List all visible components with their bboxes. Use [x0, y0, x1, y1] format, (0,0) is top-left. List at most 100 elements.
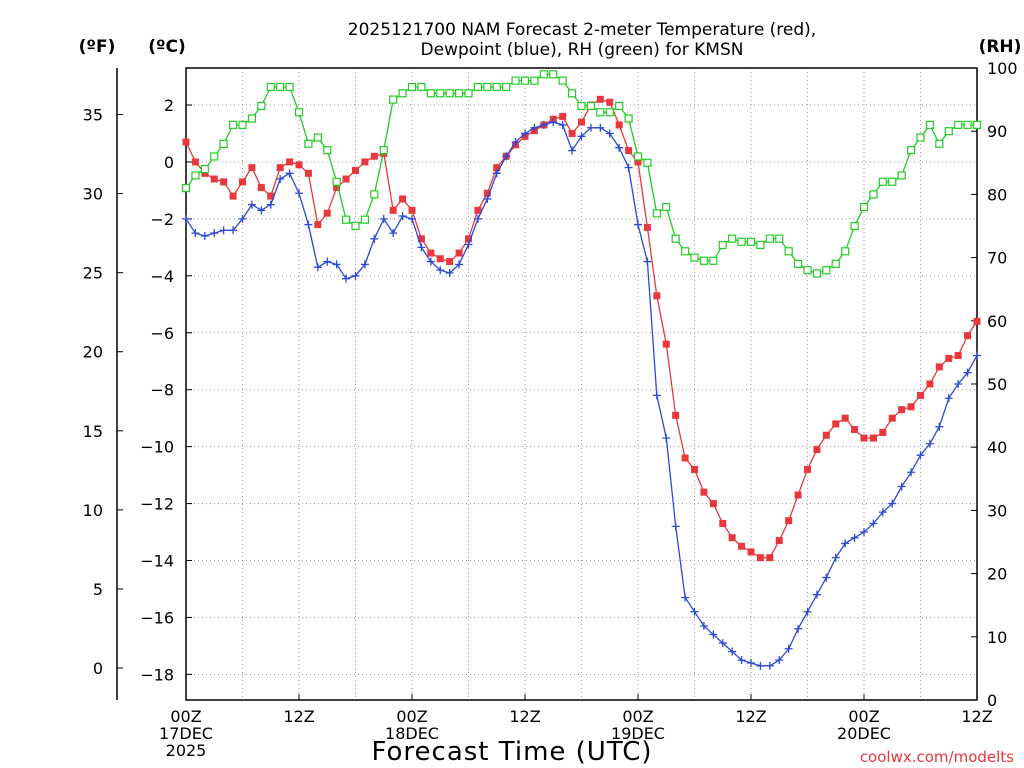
- dewpoint-point: [502, 152, 511, 161]
- rh-point: [869, 190, 878, 199]
- temperature-point: [719, 519, 727, 527]
- temperature-point: [728, 534, 736, 542]
- dewpoint-point: [925, 439, 934, 448]
- dewpoint-point: [822, 573, 831, 582]
- temperature-point: [615, 121, 623, 129]
- x-tick-label: 12Z: [283, 707, 314, 726]
- tick-labels: 20−2−4−6−8−10−12−14−16−18353025201510501…: [83, 59, 1018, 760]
- rh-point: [191, 171, 200, 180]
- rh-point: [332, 177, 341, 186]
- temperature-point: [568, 129, 576, 137]
- dewpoint-point: [539, 120, 548, 129]
- rh-point: [944, 127, 953, 136]
- temperature-point: [662, 340, 670, 348]
- fahrenheit-tick-label: 25: [83, 264, 103, 283]
- celsius-tick-label: −14: [140, 552, 174, 571]
- temperature-point: [210, 175, 218, 183]
- dewpoint-point: [238, 214, 247, 223]
- x-tick-label: 19DEC: [611, 724, 665, 743]
- temperature-point: [804, 465, 811, 473]
- dewpoint-point: [907, 468, 916, 477]
- dewpoint-point: [219, 226, 228, 235]
- temperature-point: [907, 403, 915, 411]
- dewpoint-point: [747, 658, 755, 667]
- temperature-point: [267, 192, 275, 200]
- dewpoint-point: [963, 368, 972, 377]
- rh-tick-label: 90: [987, 122, 1007, 141]
- dewpoint-point: [436, 266, 445, 275]
- temperature-point: [286, 158, 294, 166]
- rh-point: [718, 240, 727, 250]
- dewpoint-point: [681, 593, 690, 602]
- credit-text: coolwx.com/modelts: [860, 748, 1014, 766]
- dewpoint-point: [247, 200, 256, 209]
- dewpoint-point: [973, 351, 981, 360]
- rh-point: [567, 89, 577, 98]
- rh-point: [624, 114, 633, 123]
- dewpoint-point: [615, 143, 624, 152]
- rh-point: [351, 221, 360, 231]
- dewpoint-point: [605, 129, 614, 138]
- dewpoint-point: [229, 226, 238, 235]
- temperature-point: [446, 258, 454, 266]
- x-tick-label: 00Z: [396, 707, 427, 726]
- celsius-tick-label: −16: [140, 608, 174, 627]
- dewpoint-point: [389, 229, 398, 238]
- rh-point: [652, 209, 661, 218]
- celsius-tick-label: −12: [140, 495, 174, 514]
- temperature-point: [841, 414, 849, 422]
- temperature-point: [389, 206, 397, 214]
- dewpoint-point: [473, 214, 482, 223]
- rh-tick-label: 50: [987, 375, 1007, 394]
- dewpoint-point: [568, 146, 577, 155]
- rh-tick-label: 70: [987, 249, 1007, 268]
- dewpoint-point: [492, 169, 501, 178]
- dewpoint-point: [897, 482, 906, 491]
- x-tick-label: 18DEC: [385, 724, 439, 743]
- dewpoint-point: [182, 214, 190, 223]
- series-dewpoint: [182, 118, 981, 670]
- rh-point: [897, 171, 906, 180]
- rh-point: [389, 95, 398, 104]
- rh-point: [257, 101, 266, 111]
- rh-point: [841, 247, 850, 256]
- dewpoint-point: [408, 214, 416, 223]
- rh-point: [850, 221, 859, 231]
- fahrenheit-tick-label: 10: [83, 501, 103, 520]
- dewpoint-point: [398, 212, 407, 221]
- dewpoint-point: [662, 434, 671, 443]
- series-rh: [181, 70, 982, 278]
- dewpoint-point: [944, 394, 953, 403]
- temperature-point: [625, 147, 633, 155]
- dewpoint-point: [417, 243, 426, 252]
- rh-tick-label: 0: [987, 691, 997, 710]
- rh-point: [219, 139, 228, 148]
- rh-point: [916, 133, 925, 142]
- temperature-point: [709, 500, 717, 508]
- rh-point: [407, 82, 417, 92]
- dewpoint-point: [266, 200, 275, 209]
- temperature-point: [220, 178, 228, 186]
- temperature-point: [606, 98, 614, 106]
- rh-point: [878, 177, 887, 186]
- temperature-point: [352, 166, 359, 174]
- temperature-point: [417, 235, 425, 243]
- rh-point: [426, 89, 435, 98]
- rh-point: [699, 256, 709, 265]
- rh-point: [502, 82, 511, 92]
- rh-tick-label: 10: [987, 628, 1007, 647]
- dewpoint-point: [445, 268, 454, 277]
- rh-point: [304, 139, 313, 148]
- rh-point: [511, 76, 520, 85]
- dewpoint-point: [784, 644, 793, 653]
- temperature-point: [700, 488, 708, 496]
- rh-point: [831, 259, 840, 269]
- x-tick-label: 2025: [166, 741, 207, 760]
- temperature-point: [399, 195, 407, 203]
- celsius-tick-label: −10: [140, 438, 174, 457]
- rh-tick-label: 60: [987, 312, 1007, 331]
- temperature-point: [436, 255, 444, 263]
- temperature-point: [917, 391, 924, 399]
- dewpoint-point: [699, 621, 708, 630]
- celsius-unit-label: (ºC): [148, 37, 186, 57]
